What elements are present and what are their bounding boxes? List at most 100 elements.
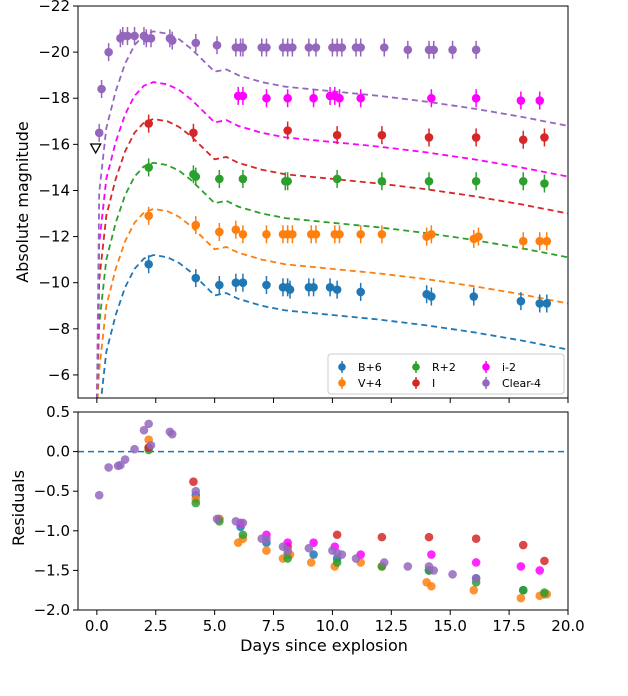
residual-point-clear-4: [231, 516, 241, 526]
residual-point-clear-4: [471, 574, 481, 583]
residual-point-clear-4: [104, 463, 113, 472]
data-point-v-4: [238, 229, 248, 239]
top-y-tick-label: −8: [48, 320, 70, 338]
residual-point-r-2: [540, 588, 549, 597]
legend-label-clear-4: Clear-4: [502, 377, 541, 390]
data-point-clear-4: [191, 38, 201, 48]
top-y-tick-label: −16: [38, 135, 70, 153]
data-point-clear-4: [104, 47, 113, 57]
data-point-i: [332, 130, 342, 140]
bottom-y-ticks: 0.5 0.0 −0.5 −1.0 −1.5 −2.0: [34, 403, 78, 619]
legend-label-i: I: [432, 377, 435, 390]
bottom-y-tick-label: 0.5: [46, 403, 70, 421]
data-point-r-2: [332, 174, 342, 184]
data-point-clear-4: [146, 33, 156, 43]
top-y-ticks: −22 −20 −18 −16 −14 −12 −10 −8 −6: [38, 0, 78, 384]
bottom-panel: 0.5 0.0 −0.5 −1.0 −1.5 −2.0 0.0 2.5 5.0 7.5 10.0 1…: [9, 403, 585, 655]
data-point-i-2: [238, 91, 248, 101]
data-point-r-2: [238, 174, 248, 184]
data-point-b-6: [215, 280, 224, 290]
model-curve-v-4: [96, 207, 568, 398]
data-point-i: [144, 119, 153, 128]
data-point-r-2: [424, 176, 434, 186]
residual-point-i: [540, 556, 549, 566]
data-point-v-4: [535, 236, 545, 246]
data-point-clear-4: [356, 43, 365, 52]
residual-point-v-4: [516, 593, 526, 603]
top-model-curves: [96, 30, 568, 398]
upper-limit-marker: [89, 143, 102, 155]
data-point-clear-4: [471, 45, 481, 55]
x-axis-label: Days since explosion: [240, 636, 408, 655]
data-point-i: [540, 133, 549, 142]
legend-marker-i: [412, 379, 420, 387]
data-point-b-6: [262, 280, 271, 290]
data-point-b-6: [332, 285, 342, 294]
data-point-v-4: [474, 232, 483, 241]
model-curve-clear-4: [96, 30, 568, 398]
residual-point-clear-4: [139, 425, 149, 435]
data-point-v-4: [356, 229, 365, 239]
data-point-clear-4: [94, 128, 104, 138]
legend: B+6 V+4 R+2 Ii-2 Clear-4: [327, 353, 565, 395]
residual-point-b-6: [309, 550, 318, 559]
residual-point-v-4: [306, 558, 316, 567]
residual-point-i: [332, 530, 342, 540]
data-point-i-2: [262, 93, 271, 103]
top-y-tick-label: −22: [38, 0, 70, 15]
residual-point-clear-4: [238, 518, 248, 528]
data-point-v-4: [311, 229, 321, 239]
data-point-v-4: [215, 227, 224, 237]
data-point-clear-4: [238, 43, 248, 52]
data-point-i-2: [535, 96, 545, 105]
x-tick-label: 12.5: [375, 617, 408, 635]
data-point-i: [424, 133, 434, 142]
residual-point-i-2: [535, 566, 545, 575]
residual-point-i: [189, 477, 198, 486]
data-point-b-6: [231, 278, 241, 288]
model-curve-i: [96, 118, 568, 398]
residual-point-clear-4: [283, 546, 292, 555]
residual-point-v-4: [427, 581, 436, 591]
residual-point-i: [377, 532, 387, 542]
data-point-b-6: [516, 296, 526, 306]
residual-point-i-2: [516, 562, 526, 571]
data-point-clear-4: [123, 31, 132, 41]
data-point-clear-4: [304, 43, 314, 52]
x-tick-label: 7.5: [262, 617, 286, 635]
data-point-b-6: [542, 299, 552, 308]
data-point-i-2: [335, 93, 344, 103]
residual-point-clear-4: [130, 444, 139, 454]
residual-point-clear-4: [146, 440, 156, 450]
data-point-clear-4: [429, 45, 439, 55]
data-point-v-4: [231, 225, 241, 234]
x-tick-label: 15.0: [434, 617, 467, 635]
residual-point-clear-4: [448, 570, 457, 579]
data-point-b-6: [427, 292, 436, 301]
data-point-r-2: [377, 176, 387, 186]
residual-point-r-2: [191, 498, 201, 508]
data-point-i-2: [471, 93, 481, 103]
top-axes-frame: [77, 5, 569, 399]
residual-point-i-2: [471, 558, 481, 567]
model-curve-b-6: [100, 254, 568, 398]
data-point-i: [283, 126, 292, 135]
data-point-v-4: [335, 229, 344, 239]
bottom-y-tick-label: −1.0: [34, 522, 70, 540]
legend-marker-r-2: [412, 363, 420, 371]
data-point-clear-4: [97, 84, 106, 94]
data-point-b-6: [309, 283, 318, 292]
data-point-clear-4: [337, 43, 347, 52]
data-point-i: [518, 135, 528, 145]
data-point-r-2: [215, 174, 224, 184]
data-point-v-4: [144, 211, 153, 221]
data-point-i-2: [356, 93, 365, 103]
data-point-b-6: [535, 299, 545, 308]
residual-point-clear-4: [191, 486, 201, 496]
data-point-clear-4: [379, 43, 389, 52]
data-point-b-6: [469, 292, 479, 301]
residual-point-clear-4: [429, 566, 439, 575]
residual-point-i: [518, 540, 528, 550]
data-point-r-2: [283, 176, 292, 186]
